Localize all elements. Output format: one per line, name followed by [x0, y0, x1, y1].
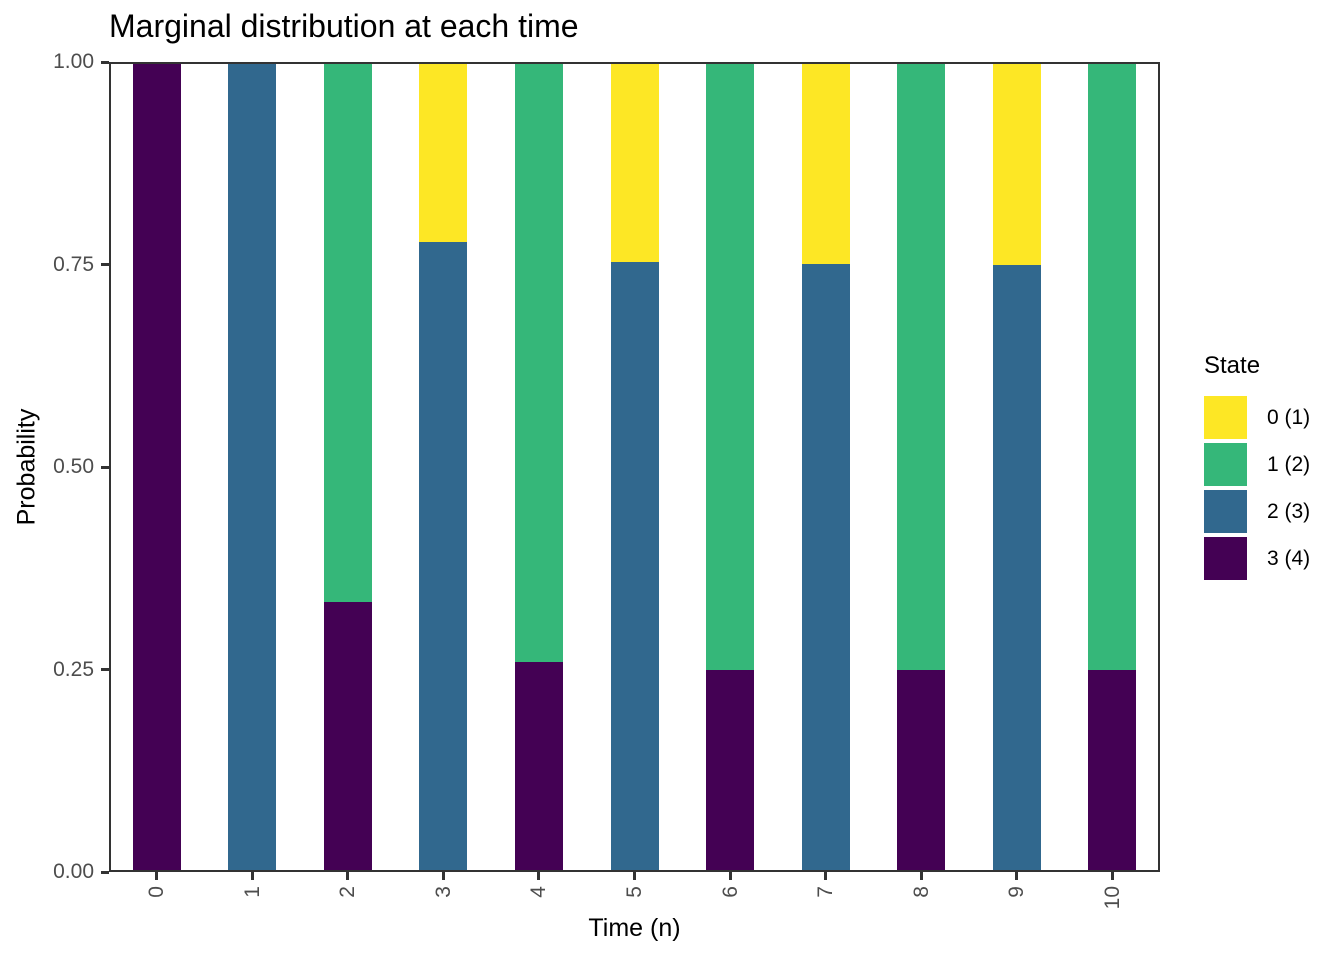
legend-entry-label: 2 (3) — [1267, 499, 1311, 523]
legend-entry-label: 3 (4) — [1267, 546, 1311, 570]
y-tick-label: 0.50 — [53, 455, 94, 478]
legend-key-swatch — [1204, 443, 1247, 486]
bar-segment-t10-state-1 — [1088, 62, 1137, 670]
x-tick-label-text: 0 — [145, 886, 169, 898]
x-tick-label-text: 2 — [336, 886, 360, 898]
y-tick-mark — [101, 60, 109, 64]
bar-segment-t5-state-2 — [610, 262, 659, 872]
bar-segment-t9-state-2 — [992, 264, 1041, 872]
legend-entries: 0 (1) 1 (2) 2 (3) 3 (4) — [1204, 396, 1310, 580]
bar-segment-t7-state-0 — [801, 62, 850, 264]
bar-segment-t9-state-0 — [992, 62, 1041, 265]
x-tick-mark — [919, 872, 923, 880]
legend-entry: 0 (1) — [1204, 396, 1310, 439]
x-tick-label-text: 9 — [1005, 886, 1029, 898]
legend: State 0 (1) 1 (2) 2 (3) 3 (4) — [1204, 352, 1310, 584]
bar-segment-t6-state-3 — [706, 669, 755, 872]
x-tick-label-text: 10 — [1100, 886, 1124, 910]
y-tick-mark — [101, 465, 109, 469]
legend-entry-label: 1 (2) — [1267, 452, 1311, 476]
x-tick-label-text: 5 — [623, 886, 646, 898]
y-axis-title: Probability — [12, 408, 41, 526]
bar-segment-t2-state-1 — [323, 62, 372, 603]
bar-segment-t8-state-3 — [897, 669, 946, 872]
bar-segment-t6-state-1 — [706, 62, 755, 670]
x-axis-title: Time (n) — [588, 914, 681, 942]
x-tick-mark — [250, 872, 254, 880]
x-tick-label-text: 6 — [718, 886, 742, 898]
bar-segment-t2-state-3 — [323, 602, 372, 872]
y-tick-mark — [101, 263, 109, 266]
bar-segment-t4-state-3 — [514, 662, 563, 872]
legend-entry: 1 (2) — [1204, 443, 1310, 486]
legend-title: State — [1204, 352, 1261, 379]
bar-segment-t8-state-1 — [897, 62, 946, 670]
y-tick-label: 0.25 — [53, 657, 94, 681]
x-tick-label-text: 7 — [814, 886, 838, 898]
bar-segment-t3-state-2 — [419, 241, 468, 872]
plot-panel — [109, 62, 1160, 872]
legend-entry-label: 0 (1) — [1267, 405, 1311, 429]
y-tick-mark — [101, 668, 109, 671]
x-tick-mark — [633, 872, 636, 880]
x-tick-mark — [1110, 872, 1114, 880]
x-tick-mark — [537, 872, 541, 880]
x-tick-mark — [346, 872, 350, 880]
y-tick-label: 0.75 — [53, 252, 94, 276]
y-tick-label: 1.00 — [53, 50, 94, 73]
chart-title: Marginal distribution at each time — [109, 8, 579, 44]
bar-segment-t10-state-3 — [1088, 669, 1137, 872]
x-tick-label-text: 1 — [240, 886, 264, 898]
y-tick-label: 0.00 — [53, 860, 94, 883]
x-tick-mark — [1015, 872, 1019, 880]
legend-key-swatch — [1204, 537, 1247, 580]
legend-entry: 3 (4) — [1204, 537, 1310, 580]
x-tick-label-text: 8 — [909, 886, 933, 898]
x-tick-mark — [155, 872, 159, 880]
x-tick-label-text: 4 — [527, 886, 551, 898]
legend-entry: 2 (3) — [1204, 490, 1310, 533]
bar-segment-t3-state-0 — [419, 62, 468, 242]
x-tick-mark — [441, 872, 445, 880]
legend-key-swatch — [1204, 396, 1247, 439]
bar-segment-t4-state-1 — [514, 62, 563, 663]
bar-segment-t1-state-2 — [228, 62, 277, 872]
x-tick-mark — [824, 872, 828, 880]
x-tick-mark — [728, 872, 732, 880]
bar-segment-t5-state-0 — [610, 62, 659, 263]
legend-key-swatch — [1204, 490, 1247, 533]
bar-segment-t0-state-3 — [132, 62, 181, 872]
bar-segment-t7-state-2 — [801, 263, 850, 872]
x-tick-label-text: 3 — [431, 886, 455, 898]
y-tick-mark — [101, 870, 109, 874]
